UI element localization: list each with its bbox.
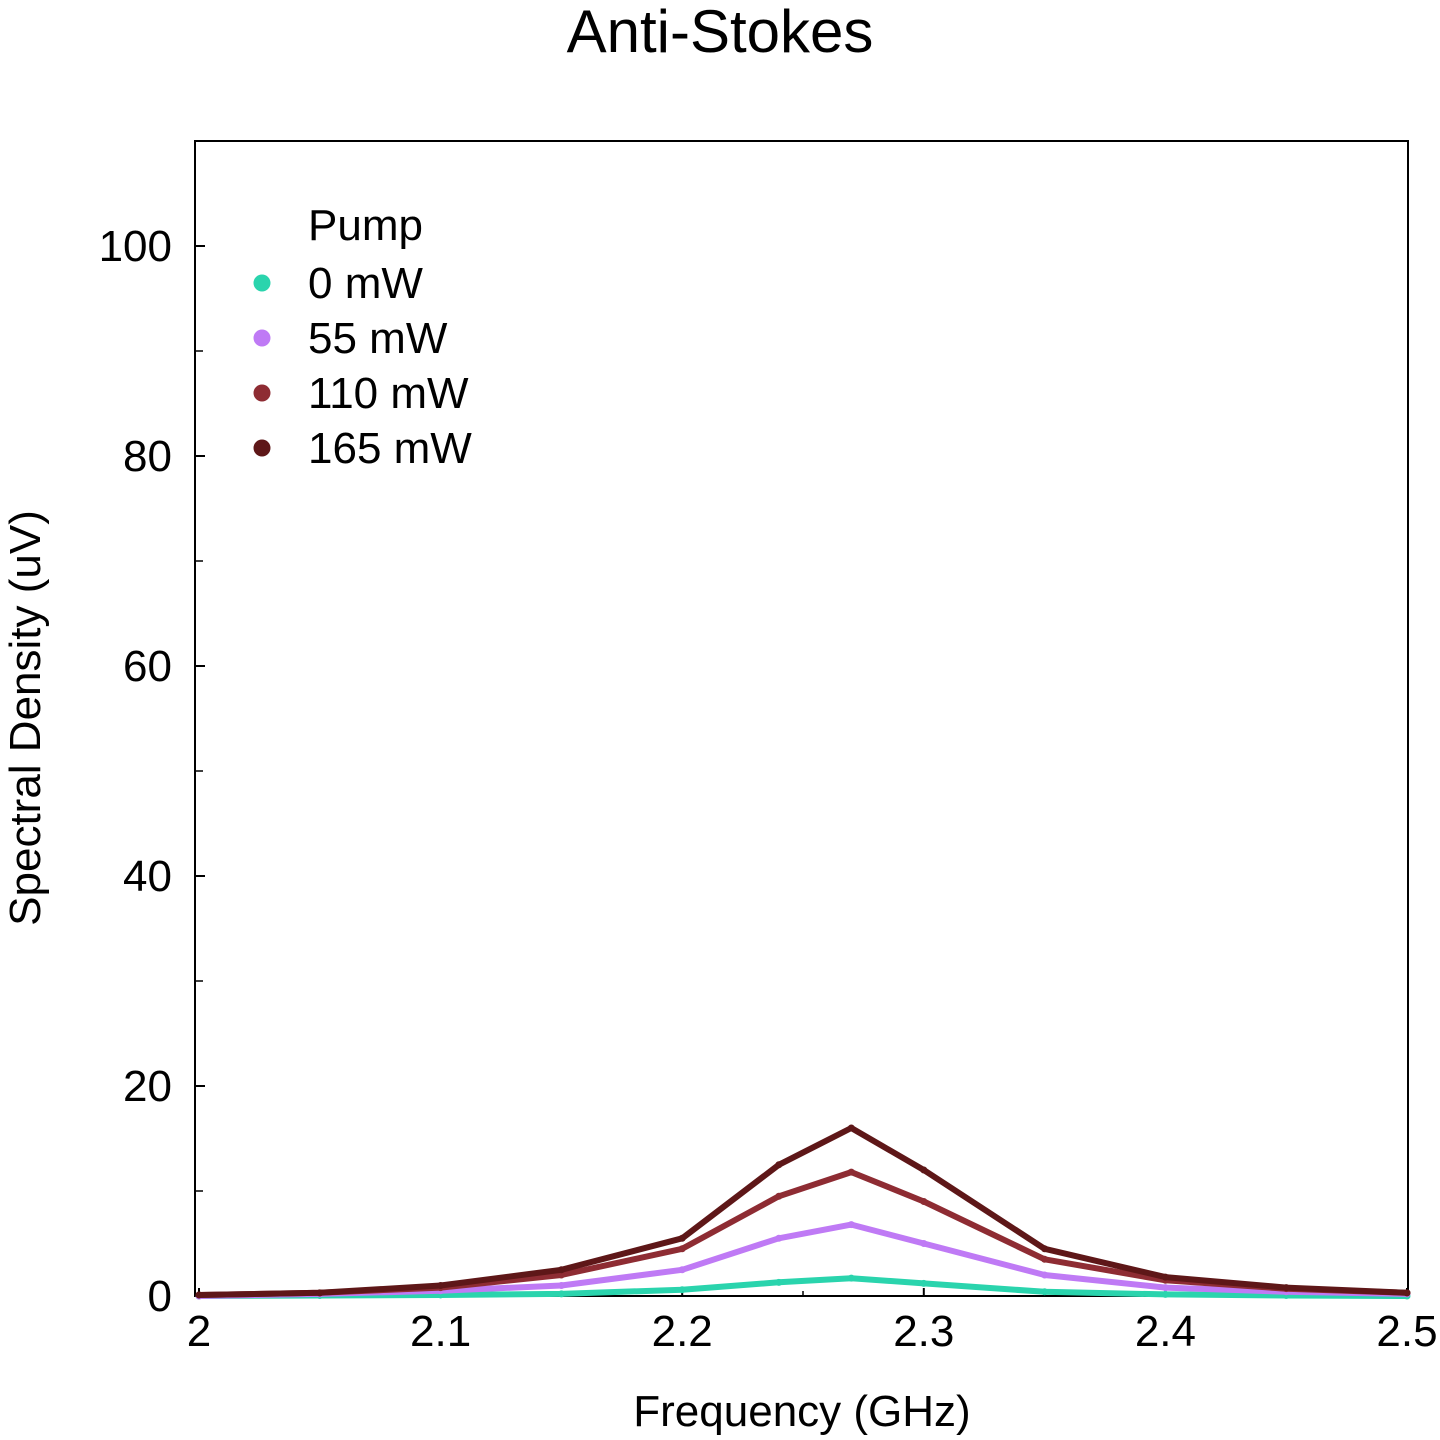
data-point [920,1166,928,1174]
plot-area [194,140,1409,1297]
x-axis-label: Frequency (GHz) [633,1387,970,1436]
data-point [1041,1255,1049,1263]
data-point [557,1266,565,1274]
y-axis-label: Spectral Density (uV) [1,510,50,926]
data-point [557,1271,565,1279]
x-tick-label: 2.3 [893,1307,954,1356]
data-point [920,1240,928,1247]
data-point [1161,1284,1169,1292]
data-point [775,1192,783,1200]
data-point [1403,1289,1411,1297]
y-tick-label: 100 [99,222,172,271]
data-point [678,1286,686,1294]
data-point [557,1282,565,1289]
data-point [557,1290,565,1298]
data-point [775,1161,783,1169]
data-point [920,1279,928,1287]
data-point [437,1282,445,1289]
data-point [775,1278,783,1286]
y-tick-label: 80 [123,432,172,481]
series-line [196,1125,1410,1298]
data-point [847,1274,855,1282]
data-point [316,1289,324,1297]
data-point [847,1221,855,1229]
chart-title: Anti-Stokes [567,0,874,65]
legend-marker [253,384,271,402]
legend-marker [253,439,271,457]
x-tick-label: 2.2 [652,1307,713,1356]
legend-title: Pump [308,201,423,250]
y-tick-label: 60 [123,642,172,691]
x-tick-label: 2 [187,1307,211,1356]
y-tick-label: 40 [123,852,172,901]
data-point [775,1234,783,1242]
x-tick-label: 2.5 [1376,1307,1437,1356]
legend-marker [253,274,271,292]
y-axis: 0 20 40 60 80 100 [99,222,205,1321]
data-point [678,1234,686,1242]
data-point [1161,1273,1169,1281]
legend-label: 110 mW [308,369,469,418]
data-point [1041,1288,1049,1296]
legend-marker [253,329,271,347]
series-165-mw [195,1124,1411,1299]
data-point [678,1266,686,1274]
x-tick-label: 2.1 [410,1307,471,1356]
data-point [847,1124,855,1132]
x-axis: 2 2.1 2.2 2.3 2.4 2.5 [187,1288,1438,1356]
data-point [1041,1271,1049,1279]
x-tick-label: 2.4 [1135,1307,1196,1356]
data-point [1161,1290,1169,1298]
y-tick-label: 0 [148,1272,172,1321]
data-point [847,1168,855,1176]
legend-label: 55 mW [308,314,448,363]
legend: Pump 0 mW 55 mW 110 mW 165 mW [253,201,472,473]
y-tick-label: 20 [123,1062,172,1111]
data-point [678,1245,686,1253]
series-line [196,1275,1410,1299]
legend-label: 0 mW [308,259,423,308]
data-point [1282,1284,1290,1292]
data-point [195,1291,203,1299]
series-layer [195,1124,1411,1300]
legend-label: 165 mW [308,424,472,473]
data-point [920,1198,928,1205]
data-point [1041,1245,1049,1253]
